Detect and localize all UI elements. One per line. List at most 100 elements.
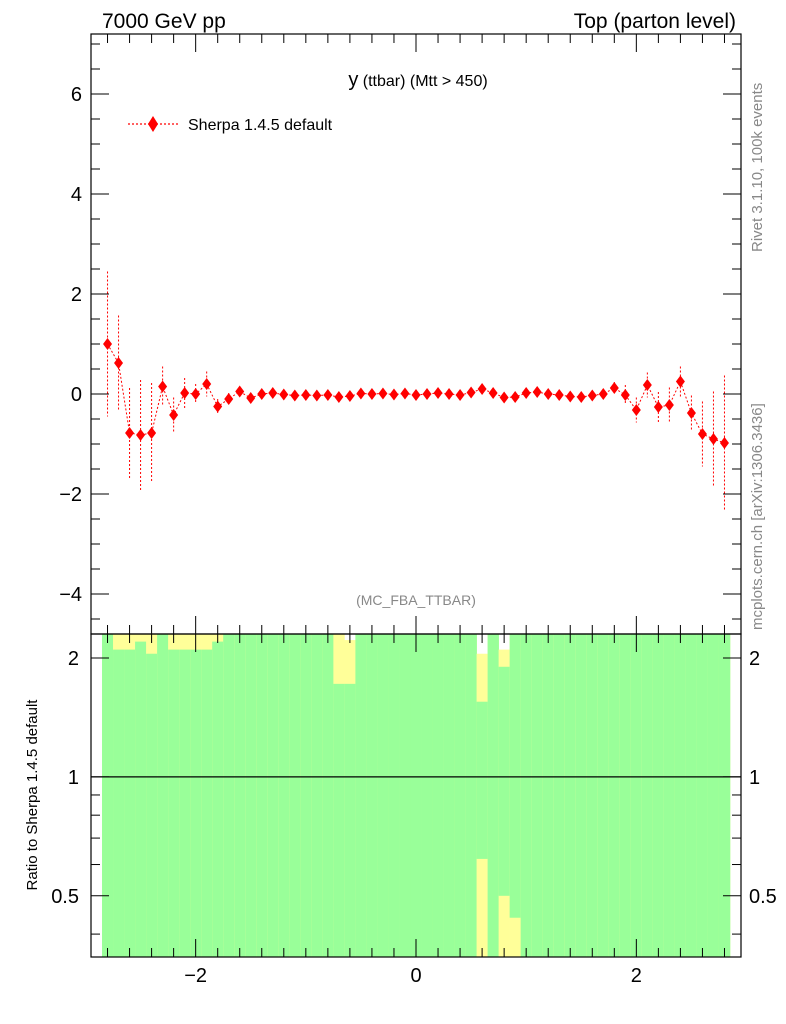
ratio-inner-band-bin — [212, 641, 224, 957]
ratio-inner-band-bin — [311, 634, 323, 957]
ratio-inner-band-bin — [355, 634, 367, 957]
ratio-inner-band-bin — [696, 634, 709, 957]
ratio-inner-band-bin — [619, 634, 632, 957]
axes: −4 −2 0 2 4 6 −2 0 2 0.5 0.5 1 1 2 2 — [51, 33, 777, 987]
data-point — [433, 387, 443, 399]
main-ytick-label: 2 — [71, 284, 82, 306]
ratio-inner-band-bin — [322, 634, 334, 957]
data-point — [664, 399, 674, 411]
ratio-inner-band-bin — [421, 634, 433, 957]
data-point — [136, 429, 146, 441]
ratio-inner-band-bin — [531, 634, 543, 957]
data-point — [224, 393, 234, 405]
main-ytick-label: 0 — [71, 384, 82, 406]
data-point — [708, 433, 718, 445]
data-point — [499, 391, 509, 404]
ratio-ytick-label-left: 1 — [68, 767, 79, 789]
data-point — [587, 389, 597, 402]
data-point — [477, 383, 487, 395]
data-point — [598, 388, 608, 400]
ratio-inner-band-bin — [289, 634, 301, 957]
data-point — [697, 428, 707, 440]
data-point — [158, 380, 168, 393]
ratio-inner-band-bin — [498, 666, 510, 896]
ratio-inner-band-bin — [113, 649, 125, 957]
ratio-ytick-label-right: 1 — [749, 767, 760, 789]
main-ytick-label: −4 — [59, 584, 82, 606]
ratio-inner-band-bin — [641, 634, 654, 957]
data-point — [444, 388, 454, 400]
ratio-inner-band-bin — [410, 634, 422, 957]
ratio-inner-band-bin — [509, 634, 521, 918]
analysis-watermark: (MC_FBA_TTBAR) — [356, 592, 476, 608]
main-title: y (ttbar) (Mtt > 450) — [348, 69, 487, 91]
data-point — [631, 404, 641, 416]
ratio-inner-band-bin — [663, 634, 676, 957]
ratio-inner-band-bin — [476, 701, 488, 859]
data-point — [290, 389, 300, 402]
ratio-inner-band-bin — [278, 634, 290, 957]
ratio-inner-band-bin — [300, 634, 312, 957]
ratio-inner-band-bin — [564, 634, 577, 957]
data-point — [356, 387, 366, 400]
data-point — [389, 388, 399, 401]
data-point — [191, 388, 201, 400]
data-point — [565, 390, 575, 403]
ratio-inner-band-bin — [223, 634, 235, 957]
ratio-inner-band-bin — [608, 634, 621, 957]
rivet-label: Rivet 3.1.10, 100k events — [749, 83, 766, 252]
ratio-inner-band-bin — [201, 649, 213, 957]
data-point — [543, 388, 553, 400]
series-line — [107, 343, 725, 444]
data-point — [301, 389, 311, 401]
ratio-inner-band-bin — [432, 634, 444, 957]
ratio-inner-band-bin — [520, 634, 532, 957]
data-point — [202, 378, 212, 390]
data-point — [235, 385, 245, 398]
data-point — [114, 357, 124, 369]
ratio-inner-band-bin — [102, 634, 114, 957]
ratio-inner-band-bin — [179, 649, 191, 957]
data-point — [521, 387, 531, 399]
data-point — [554, 389, 564, 401]
ratio-ylabel: Ratio to Sherpa 1.4.5 default — [24, 699, 41, 891]
main-title-rest: (ttbar) (Mtt > 450) — [358, 73, 487, 90]
data-point — [103, 338, 113, 350]
ratio-inner-band-bin — [454, 634, 466, 957]
ratio-inner-band-bin — [575, 634, 588, 957]
ratio-inner-band-bin — [234, 634, 246, 957]
data-point — [378, 387, 388, 400]
ratio-inner-band-bin — [707, 634, 720, 957]
ratio-inner-band-bin — [377, 634, 389, 957]
mcplots-label: mcplots.cern.ch [arXiv:1306.3436] — [749, 403, 766, 630]
ratio-bands — [91, 634, 741, 957]
ratio-inner-band-bin — [168, 649, 180, 957]
ratio-xtick-label: 0 — [410, 965, 421, 987]
data-point — [653, 401, 663, 413]
main-ytick-label: −2 — [59, 484, 82, 506]
ratio-ytick-label-right: 2 — [749, 648, 760, 670]
data-point — [422, 388, 432, 400]
ratio-inner-band-bin — [630, 634, 643, 957]
data-point — [246, 392, 256, 404]
header-right: Top (parton level) — [574, 10, 736, 33]
ratio-inner-band-bin — [157, 634, 169, 957]
data-point — [455, 389, 465, 401]
ratio-inner-band-bin — [685, 634, 698, 957]
ratio-inner-band-bin — [256, 634, 268, 957]
ratio-inner-band-bin — [146, 653, 158, 957]
data-point — [268, 387, 278, 399]
ratio-xtick-label: 2 — [631, 965, 642, 987]
main-title-main: y — [348, 69, 358, 91]
ratio-inner-band-bin — [333, 683, 345, 957]
ratio-inner-band-bin — [586, 634, 599, 957]
data-point — [180, 387, 190, 399]
data-point — [345, 390, 355, 402]
data-point — [334, 391, 344, 403]
data-point — [642, 379, 652, 391]
data-point — [367, 388, 377, 400]
legend-label: Sherpa 1.4.5 default — [188, 117, 333, 134]
data-point — [609, 382, 619, 394]
data-point — [576, 391, 586, 403]
main-ytick-label: 4 — [71, 184, 82, 206]
